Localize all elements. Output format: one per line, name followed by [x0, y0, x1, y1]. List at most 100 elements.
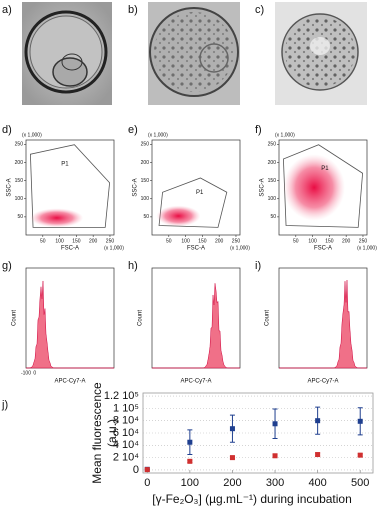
panel-label: a) — [2, 4, 12, 16]
y-axis-label: (a.u.) — [105, 419, 119, 447]
x-tick-label: 50 — [40, 238, 46, 244]
x-tick-label: 150 — [198, 238, 207, 244]
y-tick-label: 250 — [268, 142, 277, 148]
panel-label: b) — [128, 4, 138, 16]
y-tick-label: 0 — [133, 464, 139, 476]
x-axis-label: [γ-Fe₂O₃] (µg.mL⁻¹) during incubation — [152, 492, 352, 506]
x-axis-label: APC-Cy7-A — [307, 379, 338, 385]
cell-image — [275, 2, 367, 105]
point — [144, 467, 150, 473]
x-tick-label: 150 — [72, 238, 81, 244]
event-cloud — [283, 154, 346, 221]
event-cloud — [30, 208, 84, 228]
y-tick-label: 150 — [268, 178, 277, 184]
x-axis-label: APC-Cy7-A — [180, 379, 211, 385]
cell-image — [148, 2, 240, 105]
x-tick-label: 50 — [293, 238, 299, 244]
panel-label: e) — [128, 124, 138, 136]
x-tick-label: 200 — [89, 238, 98, 244]
gate-label: P1 — [196, 190, 204, 196]
y-axis-unit: (x 1,000) — [22, 132, 42, 138]
y-tick-label: 150 — [141, 178, 150, 184]
histogram — [279, 280, 367, 369]
x-tick-label: 250 — [106, 238, 115, 244]
x-tick-label: 250 — [232, 238, 241, 244]
histogram — [152, 283, 240, 369]
gate — [29, 144, 111, 228]
x-axis-label: FSC-A — [61, 246, 79, 252]
y-tick-label: 200 — [15, 160, 24, 166]
gate — [282, 144, 364, 228]
panel-label: g) — [2, 260, 12, 272]
y-tick-label: 4 10⁴ — [113, 439, 139, 451]
point — [187, 458, 193, 464]
panel-label: d) — [2, 124, 12, 136]
panel-label: f) — [255, 124, 262, 136]
x-tick-label: 0 — [144, 477, 150, 489]
plot-frame — [151, 267, 241, 369]
y-axis-label: SSC-A — [260, 178, 266, 196]
y-tick-label: 200 — [268, 160, 277, 166]
y-tick-label: 2 10⁴ — [113, 452, 139, 464]
gate — [158, 177, 228, 228]
x-tick-label: 500 — [351, 477, 369, 489]
x-tick-label: 250 — [359, 238, 368, 244]
x-tick-label: 0 — [33, 370, 36, 376]
x-axis-label: APC-Cy7-A — [54, 379, 85, 385]
y-axis-label: Count — [265, 310, 271, 326]
gate-label: P1 — [61, 161, 69, 167]
event-cloud — [156, 205, 201, 227]
x-tick-label: 50 — [166, 238, 172, 244]
x-tick-label: 200 — [215, 238, 224, 244]
y-tick-label: 50 — [143, 214, 149, 220]
point — [357, 418, 363, 424]
x-axis-unit: (x 1,000) — [230, 245, 250, 251]
cell-image — [22, 2, 112, 105]
x-tick-label: 100 — [181, 477, 199, 489]
x-tick-label: 150 — [325, 238, 334, 244]
y-tick-label: 1 10⁵ — [113, 402, 139, 414]
y-tick-label: 250 — [15, 142, 24, 148]
x-tick-label: 300 — [266, 477, 284, 489]
point — [229, 455, 235, 461]
x-tick-label: 100 — [181, 238, 190, 244]
y-tick-label: 1.2 10⁵ — [104, 390, 139, 402]
y-tick-label: 6 10⁴ — [113, 427, 139, 439]
x-tick-label: 100 — [55, 238, 64, 244]
y-axis-unit: (x 1,000) — [148, 132, 168, 138]
y-axis-unit: (x 1,000) — [275, 132, 295, 138]
y-tick-label: 150 — [15, 178, 24, 184]
panel-label: i) — [255, 260, 261, 272]
point — [315, 452, 321, 458]
y-tick-label: 100 — [15, 196, 24, 202]
y-tick-label: 100 — [268, 196, 277, 202]
y-tick-label: 200 — [141, 160, 150, 166]
y-axis-label: Mean fluorescence — [90, 382, 104, 484]
gate-label: P1 — [321, 166, 329, 172]
point — [357, 452, 363, 458]
x-axis-unit: (x 1,000) — [104, 245, 124, 251]
y-axis-label: SSC-A — [7, 178, 13, 196]
y-tick-label: 50 — [270, 214, 276, 220]
panel-label: c) — [255, 4, 264, 16]
point — [272, 421, 278, 427]
x-tick-label: 100 — [308, 238, 317, 244]
y-axis-label: SSC-A — [133, 178, 139, 196]
x-tick-label: -100 — [21, 370, 31, 376]
point — [315, 418, 321, 424]
panel-label: h) — [128, 260, 138, 272]
panel-label: j) — [1, 399, 8, 411]
y-tick-label: 8 10⁴ — [113, 415, 139, 427]
x-axis-label: FSC-A — [314, 246, 332, 252]
y-tick-label: 250 — [141, 142, 150, 148]
x-tick-label: 200 — [223, 477, 241, 489]
y-tick-label: 100 — [141, 196, 150, 202]
point — [229, 426, 235, 432]
point — [187, 439, 193, 445]
x-tick-label: 400 — [308, 477, 326, 489]
plot-frame — [278, 267, 368, 369]
histogram — [25, 280, 114, 369]
point — [272, 453, 278, 459]
y-axis-label: Count — [138, 310, 144, 326]
